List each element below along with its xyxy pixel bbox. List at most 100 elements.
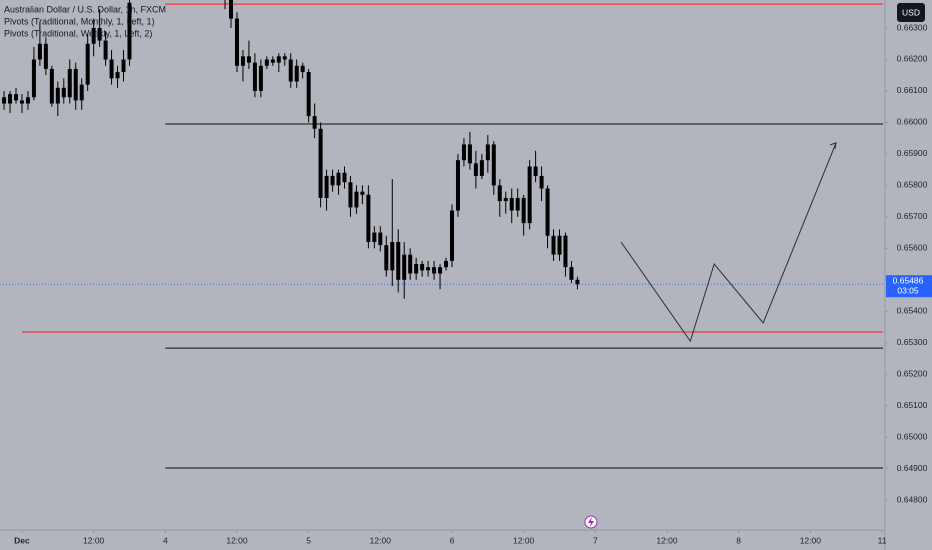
candle-body [270,59,275,63]
plot [0,0,885,469]
candle-body [402,254,407,280]
candle-body [414,264,419,274]
candle-body [258,65,263,91]
candle-body [455,160,460,211]
y-tick-label: 0.65000 [897,431,928,441]
candle-body [503,197,508,202]
projection-path [620,142,837,343]
candle-body [115,72,120,79]
candle-body [509,197,514,211]
candle-body [563,235,568,268]
candle-body [61,87,66,98]
candle-body [240,56,245,66]
candle-body [121,59,126,73]
y-tick-label: 0.66200 [897,54,928,64]
x-tick-label: Dec [14,535,30,545]
x-tick-label: 7 [593,535,598,545]
candle-body [318,128,323,198]
candle-body [324,175,329,198]
candle-body [521,197,526,224]
y-tick-label: 0.65400 [897,306,928,316]
candle-body [461,144,466,161]
candle-body [473,163,478,176]
candle-body [449,210,454,261]
candle-body [79,84,84,101]
y-tick-label: 0.66100 [897,85,928,95]
y-tick-label: 0.65300 [897,337,928,347]
candle-body [91,28,96,44]
candle-body [551,235,556,255]
x-tick-label: 8 [736,535,741,545]
y-tick-label: 0.65700 [897,211,928,221]
last-price-label: 0.65486 [893,275,924,285]
x-tick-label: 12:00 [656,535,678,545]
candle-body [396,242,401,280]
candle-body [19,100,24,104]
candle-body [306,72,311,117]
last-price-box [886,275,932,298]
candle-body [288,59,293,82]
candle-body [348,182,353,208]
candle-body [366,194,371,243]
x-tick-label: 4 [163,535,168,545]
indicator-label: Pivots (Traditional, Monthly, 1, Left, 1… [4,16,155,26]
candle-body [575,279,580,285]
candle-body [300,65,305,73]
candle-body [55,87,60,104]
candle-body [527,166,532,224]
candle-body [73,68,78,101]
candle-body [37,43,42,60]
candle-body [438,267,443,274]
candle-body [43,43,48,69]
candle-body [252,62,257,91]
y-tick-label: 0.65900 [897,148,928,158]
y-tick-label: 0.64900 [897,463,928,473]
candle-body [229,0,234,19]
candle-body [85,43,90,85]
candle-body [2,97,7,104]
x-tick-label: 12:00 [513,535,535,545]
candle-body [330,175,335,186]
projection-arrowhead [829,142,837,149]
candle-body [234,18,239,66]
candle-body [420,264,425,271]
candle-body [539,175,544,189]
candle-body [372,232,377,243]
candle-body [444,260,449,268]
candle-body [408,254,413,274]
candle-body [491,144,496,186]
indicator-label: Pivots (Traditional, Weekly, 1, Left, 2) [4,28,152,38]
candle-body [569,267,574,280]
candle-body [479,160,484,176]
candle-body [432,267,437,274]
currency-button[interactable] [897,3,925,22]
y-tick-label: 0.66300 [897,22,928,32]
chart-title: Australian Dollar / U.S. Dollar, 1h, FXC… [4,4,166,14]
candle-body [31,59,36,98]
candle-body [497,185,502,202]
candle-body [557,235,562,255]
candle-body [49,68,54,104]
x-tick-label: 11 [878,535,887,545]
x-tick-label: 12:00 [226,535,248,545]
x-tick-label: 12:00 [83,535,105,545]
countdown-label: 03:05 [897,285,919,295]
candle-body [109,59,114,79]
x-tick-label: 5 [306,535,311,545]
candle-body [282,56,287,60]
candle-body [97,28,102,41]
candle-body [545,188,550,236]
candle-body [276,56,281,63]
candle-body [515,197,520,211]
candle-body [67,68,72,98]
candle-body [25,97,30,104]
candle-body [336,172,341,186]
y-tick-label: 0.64800 [897,494,928,504]
y-tick-label: 0.65600 [897,243,928,253]
y-tick-label: 0.66000 [897,117,928,127]
currency[interactable]: USD [902,7,920,17]
x-tick-label: 12:00 [800,535,822,545]
